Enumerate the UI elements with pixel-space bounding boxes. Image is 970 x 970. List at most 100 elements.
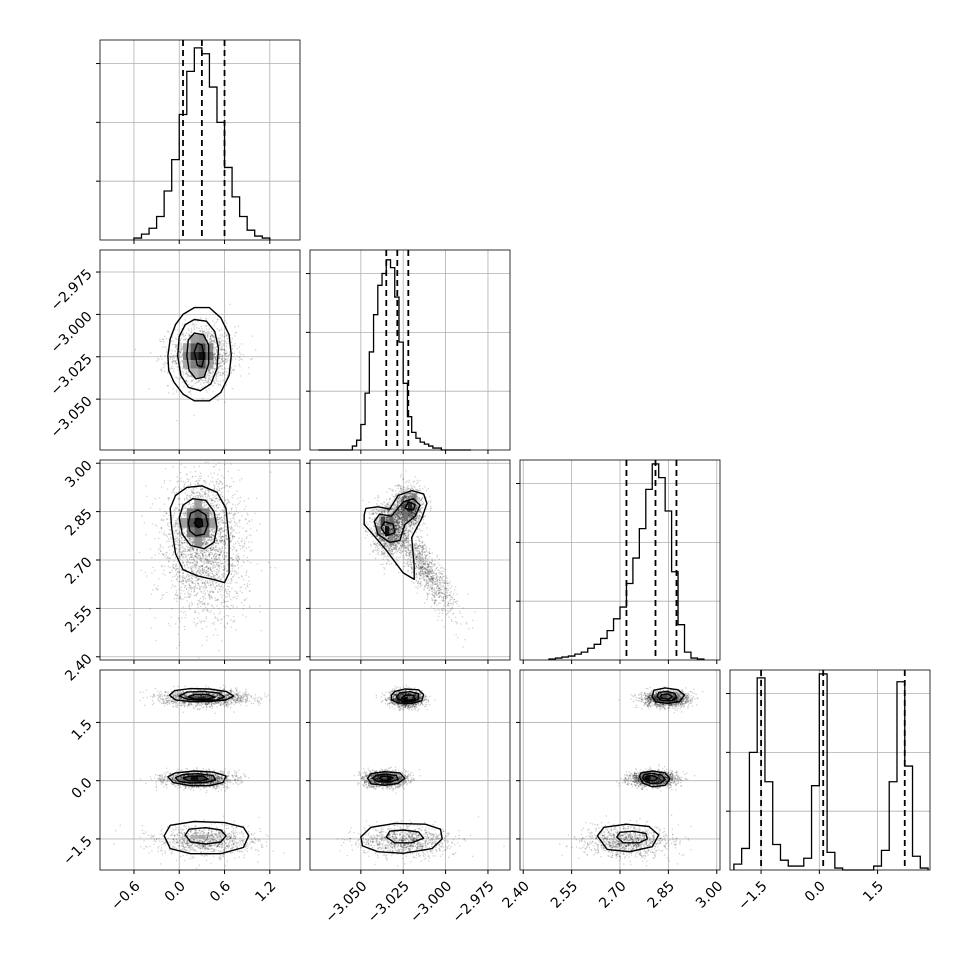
scatter-point bbox=[218, 337, 220, 339]
scatter-point bbox=[218, 549, 220, 551]
scatter-point bbox=[201, 548, 204, 550]
scatter-point bbox=[212, 543, 214, 545]
scatter-point bbox=[225, 361, 228, 363]
scatter-point bbox=[208, 593, 210, 596]
scatter-point bbox=[176, 529, 178, 531]
scatter-point bbox=[250, 358, 252, 361]
scatter-point bbox=[399, 528, 402, 530]
scatter-point bbox=[160, 340, 163, 342]
scatter-point bbox=[395, 550, 397, 552]
scatter-point bbox=[215, 356, 217, 359]
scatter-point bbox=[399, 552, 401, 554]
scatter-point bbox=[213, 530, 215, 533]
scatter-point bbox=[200, 549, 203, 552]
scatter-point bbox=[238, 531, 240, 534]
scatter-point bbox=[178, 549, 181, 552]
scatter-point bbox=[230, 564, 232, 566]
scatter-point bbox=[224, 499, 227, 501]
scatter-point bbox=[196, 494, 198, 497]
scatter-point bbox=[214, 566, 217, 568]
scatter-point bbox=[201, 543, 203, 545]
scatter-point bbox=[207, 549, 209, 552]
scatter-point bbox=[184, 596, 186, 598]
scatter-point bbox=[392, 528, 394, 530]
scatter-point bbox=[208, 490, 210, 492]
scatter-point bbox=[219, 565, 221, 567]
scatter-point bbox=[394, 529, 396, 531]
scatter-point bbox=[223, 540, 225, 542]
scatter-point bbox=[173, 532, 176, 534]
scatter-point bbox=[182, 512, 185, 514]
scatter-point bbox=[397, 504, 399, 506]
scatter-point bbox=[215, 537, 217, 539]
scatter-point bbox=[178, 543, 180, 545]
scatter-point bbox=[387, 539, 390, 542]
scatter-point bbox=[165, 513, 168, 515]
scatter-point bbox=[210, 505, 212, 507]
scatter-point bbox=[186, 473, 189, 475]
scatter-point bbox=[188, 583, 190, 585]
scatter-point bbox=[160, 369, 162, 371]
scatter-point bbox=[218, 340, 220, 342]
scatter-point bbox=[239, 586, 241, 589]
scatter-point bbox=[184, 319, 186, 321]
scatter-point bbox=[180, 348, 183, 350]
scatter-point bbox=[140, 569, 142, 571]
scatter-point bbox=[395, 535, 397, 537]
scatter-point bbox=[209, 580, 211, 582]
scatter-point bbox=[169, 358, 172, 360]
scatter-point bbox=[220, 358, 223, 360]
scatter-point bbox=[177, 633, 180, 635]
scatter-point bbox=[215, 358, 217, 360]
scatter-point bbox=[210, 610, 212, 612]
scatter-point bbox=[211, 515, 213, 517]
scatter-point bbox=[167, 622, 170, 625]
scatter-point bbox=[183, 527, 186, 529]
scatter-point bbox=[190, 498, 193, 500]
scatter-point bbox=[395, 516, 397, 518]
scatter-point bbox=[178, 533, 180, 535]
scatter-point bbox=[222, 349, 225, 351]
scatter-point bbox=[177, 354, 180, 356]
scatter-point bbox=[200, 496, 202, 498]
scatter-point bbox=[188, 549, 190, 551]
scatter-point bbox=[192, 541, 195, 543]
scatter-point bbox=[196, 553, 198, 555]
scatter-point bbox=[248, 520, 251, 523]
scatter-point bbox=[170, 353, 172, 355]
scatter-point bbox=[200, 560, 203, 563]
scatter-point bbox=[163, 594, 165, 596]
scatter-point bbox=[196, 553, 198, 555]
pair-0-contour-1 bbox=[177, 318, 220, 392]
scatter-point bbox=[197, 557, 199, 559]
scatter-point bbox=[384, 517, 386, 519]
scatter-point bbox=[212, 505, 214, 508]
scatter-point bbox=[154, 498, 156, 500]
scatter-point bbox=[190, 569, 192, 571]
scatter-point bbox=[207, 489, 209, 492]
scatter-point bbox=[218, 362, 220, 365]
scatter-point bbox=[240, 353, 242, 355]
scatter-point bbox=[212, 499, 215, 502]
scatter-point bbox=[212, 634, 215, 636]
scatter-point bbox=[199, 602, 201, 604]
scatter-point bbox=[204, 558, 206, 560]
scatter-point bbox=[205, 331, 207, 334]
scatter-point bbox=[221, 528, 223, 530]
scatter-point bbox=[228, 485, 231, 488]
scatter-point bbox=[221, 539, 224, 542]
scatter-point bbox=[207, 536, 209, 539]
scatter-point bbox=[192, 548, 195, 551]
scatter-point bbox=[184, 338, 186, 340]
scatter-point bbox=[398, 526, 401, 529]
scatter-point bbox=[146, 575, 148, 577]
scatter-point bbox=[232, 564, 234, 567]
scatter-point bbox=[172, 393, 175, 395]
scatter-point bbox=[208, 495, 210, 497]
scatter-point bbox=[226, 512, 228, 514]
scatter-point bbox=[222, 521, 224, 524]
scatter-point bbox=[204, 483, 207, 485]
scatter-point bbox=[175, 530, 178, 532]
scatter-point bbox=[178, 490, 181, 492]
scatter-point bbox=[178, 644, 180, 647]
